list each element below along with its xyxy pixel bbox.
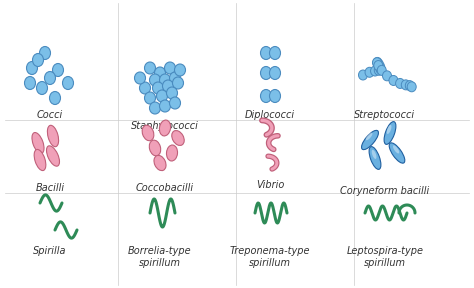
Ellipse shape <box>34 149 46 170</box>
Ellipse shape <box>156 90 167 102</box>
Ellipse shape <box>32 132 44 154</box>
Text: Coryneform bacilli: Coryneform bacilli <box>340 186 429 196</box>
Ellipse shape <box>393 145 399 154</box>
Ellipse shape <box>389 75 398 86</box>
Ellipse shape <box>166 87 177 99</box>
Ellipse shape <box>377 65 386 75</box>
Ellipse shape <box>383 71 392 81</box>
Ellipse shape <box>261 90 272 103</box>
Ellipse shape <box>372 150 376 159</box>
Ellipse shape <box>164 62 175 74</box>
Ellipse shape <box>374 60 383 71</box>
Text: Coccobacilli: Coccobacilli <box>136 183 194 193</box>
Ellipse shape <box>270 46 281 60</box>
Ellipse shape <box>159 120 171 136</box>
Ellipse shape <box>174 64 185 76</box>
Text: Streptococci: Streptococci <box>355 110 416 120</box>
Ellipse shape <box>63 77 73 90</box>
Ellipse shape <box>154 156 166 170</box>
Ellipse shape <box>376 64 385 74</box>
Ellipse shape <box>358 70 367 80</box>
Ellipse shape <box>407 82 416 92</box>
Ellipse shape <box>362 130 378 150</box>
Text: Spirilla: Spirilla <box>33 246 67 256</box>
Text: Bacilli: Bacilli <box>36 183 64 193</box>
Ellipse shape <box>389 143 405 163</box>
Ellipse shape <box>376 62 385 72</box>
Ellipse shape <box>172 130 184 145</box>
Ellipse shape <box>46 146 60 166</box>
Text: Borrelia-type
spirillum: Borrelia-type spirillum <box>128 246 192 268</box>
Ellipse shape <box>387 125 392 134</box>
Ellipse shape <box>149 74 161 86</box>
Ellipse shape <box>33 54 44 67</box>
Ellipse shape <box>153 82 164 94</box>
Ellipse shape <box>53 63 64 77</box>
Ellipse shape <box>27 62 37 75</box>
Ellipse shape <box>135 72 146 84</box>
Ellipse shape <box>401 80 410 90</box>
Ellipse shape <box>405 81 414 91</box>
Ellipse shape <box>149 102 161 114</box>
Ellipse shape <box>261 67 272 79</box>
Ellipse shape <box>366 132 373 140</box>
Text: Cocci: Cocci <box>37 110 63 120</box>
Ellipse shape <box>142 125 154 141</box>
Ellipse shape <box>369 147 381 169</box>
Ellipse shape <box>163 80 173 92</box>
Ellipse shape <box>170 72 181 84</box>
Ellipse shape <box>173 77 183 89</box>
Ellipse shape <box>149 140 161 156</box>
Ellipse shape <box>39 46 51 60</box>
Ellipse shape <box>371 66 380 76</box>
Text: Leptospira-type
spirillum: Leptospira-type spirillum <box>346 246 423 268</box>
Ellipse shape <box>145 92 155 104</box>
Ellipse shape <box>261 46 272 60</box>
Ellipse shape <box>155 67 165 79</box>
Text: Treponema-type
spirillum: Treponema-type spirillum <box>230 246 310 268</box>
Text: Staphylococci: Staphylococci <box>131 121 199 131</box>
Ellipse shape <box>374 59 383 69</box>
Text: Diplococci: Diplococci <box>245 110 295 120</box>
Ellipse shape <box>373 58 382 68</box>
Ellipse shape <box>47 125 59 147</box>
Ellipse shape <box>159 74 171 86</box>
Ellipse shape <box>384 122 396 144</box>
Ellipse shape <box>373 57 382 67</box>
Ellipse shape <box>270 67 281 79</box>
Text: Vibrio: Vibrio <box>256 180 284 190</box>
Ellipse shape <box>365 67 374 77</box>
Ellipse shape <box>396 78 405 88</box>
Ellipse shape <box>25 77 36 90</box>
Ellipse shape <box>49 92 61 105</box>
Ellipse shape <box>159 100 171 112</box>
Ellipse shape <box>374 65 383 75</box>
Ellipse shape <box>270 90 281 103</box>
Ellipse shape <box>170 97 181 109</box>
Ellipse shape <box>166 145 178 161</box>
Ellipse shape <box>145 62 155 74</box>
Ellipse shape <box>139 82 151 94</box>
Ellipse shape <box>36 82 47 94</box>
Ellipse shape <box>45 71 55 84</box>
